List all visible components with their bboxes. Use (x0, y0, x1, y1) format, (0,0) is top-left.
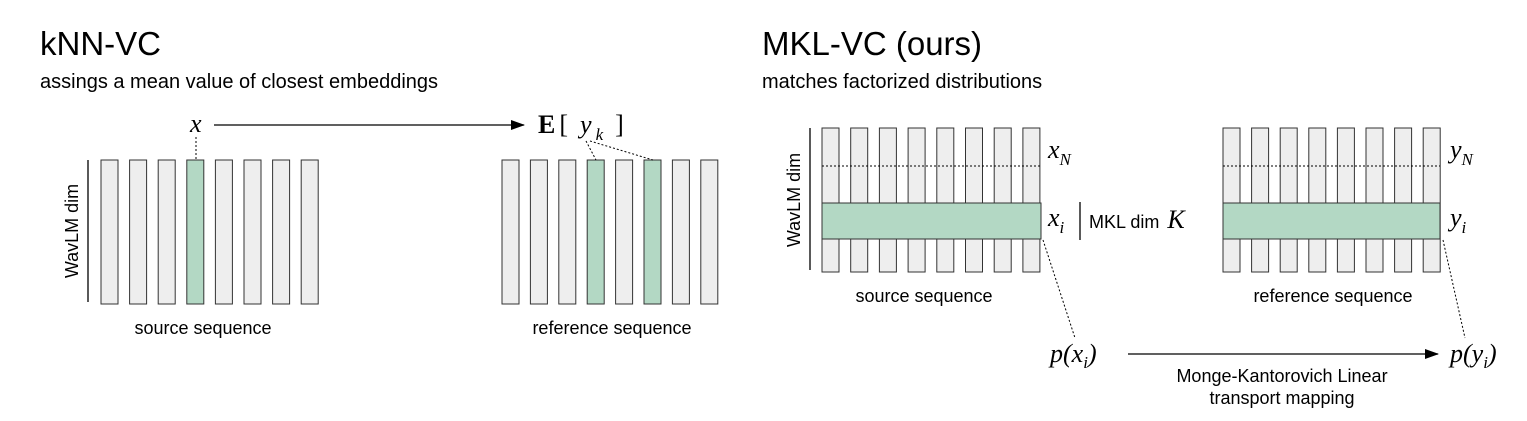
reference-bar (529, 159, 548, 305)
right-reference-caption: reference sequence (1253, 286, 1412, 306)
right-mapping-line2: transport mapping (1209, 388, 1354, 408)
expectation-symbol: E (538, 110, 555, 139)
reference-bar (501, 159, 520, 305)
right-mapping-line1: Monge-Kantorovich Linear (1176, 366, 1387, 386)
reference-bar-highlighted (586, 159, 605, 305)
right-py-label: p(yi) (1448, 339, 1497, 372)
left-title: kNN-VC (40, 25, 161, 62)
right-px-label: p(xi) (1048, 339, 1097, 372)
reference-bar (558, 159, 577, 305)
xN-symbol: x (1047, 135, 1060, 164)
source-bar (850, 127, 869, 273)
reference-bar (615, 159, 634, 305)
y-subscript: k (596, 125, 604, 144)
source-bar (878, 127, 897, 273)
left-reference-caption: reference sequence (532, 318, 691, 338)
source-bar (129, 159, 148, 305)
left-panel: kNN-VC assings a mean value of closest e… (40, 25, 719, 338)
source-bar (965, 127, 983, 273)
reference-bar-highlighted (643, 159, 662, 305)
right-xN-label: xN (1047, 135, 1073, 169)
reference-bar (1422, 127, 1441, 273)
source-bar (272, 159, 291, 305)
source-bar (1022, 127, 1041, 273)
px-text: p(x (1048, 339, 1084, 368)
left-x-symbol: x (189, 109, 202, 138)
px-subscript: i (1083, 353, 1088, 372)
source-bar (993, 127, 1012, 273)
right-xi-label: xi (1047, 203, 1065, 237)
right-px-dotted-line (1042, 239, 1076, 339)
source-bar (214, 159, 233, 305)
py-close: ) (1486, 339, 1497, 368)
reference-bar (1308, 127, 1327, 273)
right-yN-label: yN (1447, 135, 1475, 169)
right-source-caption: source sequence (855, 286, 992, 306)
left-expectation: E [ y k ] (538, 110, 624, 144)
source-bar (936, 127, 955, 273)
source-bar (157, 159, 176, 305)
xN-subscript: N (1059, 150, 1073, 169)
reference-bar (700, 159, 719, 305)
left-yk-dotted-1 (585, 140, 597, 161)
y-symbol: y (577, 110, 592, 139)
reference-bar (1394, 127, 1413, 273)
right-reference-band (1222, 202, 1441, 240)
right-source-band (821, 202, 1042, 240)
source-bar (100, 159, 119, 305)
yN-symbol: y (1447, 135, 1462, 164)
left-source-caption: source sequence (134, 318, 271, 338)
py-subscript: i (1483, 353, 1488, 372)
right-title: MKL-VC (ours) (762, 25, 982, 62)
bracket-close: ] (615, 110, 624, 139)
right-panel: MKL-VC (ours) matches factorized distrib… (762, 25, 1497, 408)
source-bar (243, 159, 262, 305)
py-text: p(y (1448, 339, 1484, 368)
mkl-dim-text: MKL dim (1089, 212, 1159, 232)
right-source-bars (821, 127, 1041, 273)
reference-bar (1365, 127, 1384, 273)
reference-bar (1279, 127, 1298, 273)
px-close: ) (1086, 339, 1097, 368)
xi-symbol: x (1047, 203, 1060, 232)
right-subtitle: matches factorized distributions (762, 71, 1042, 93)
source-bar-highlighted (186, 159, 205, 305)
right-mkl-label: MKL dim K (1089, 205, 1186, 234)
source-bar (907, 127, 926, 273)
yi-subscript: i (1462, 218, 1467, 237)
reference-bar (671, 159, 690, 305)
left-subtitle: assings a mean value of closest embeddin… (40, 71, 438, 93)
left-source-bars (100, 159, 319, 305)
source-bar (300, 159, 319, 305)
left-axis-label: WavLM dim (62, 184, 82, 278)
source-bar (821, 127, 840, 273)
left-reference-bars (501, 159, 719, 305)
left-yk-dotted-2 (589, 140, 654, 161)
yi-symbol: y (1447, 203, 1462, 232)
right-reference-bars (1222, 127, 1441, 273)
reference-bar (1336, 127, 1355, 273)
xi-subscript: i (1060, 218, 1065, 237)
right-axis-label: WavLM dim (784, 153, 804, 247)
mkl-dim-symbol: K (1166, 205, 1186, 234)
yN-subscript: N (1461, 150, 1475, 169)
right-py-dotted-line (1442, 239, 1466, 339)
reference-bar (1251, 127, 1270, 273)
right-yi-label: yi (1447, 203, 1467, 237)
bracket-open: [ (559, 110, 568, 139)
reference-bar (1222, 127, 1241, 273)
